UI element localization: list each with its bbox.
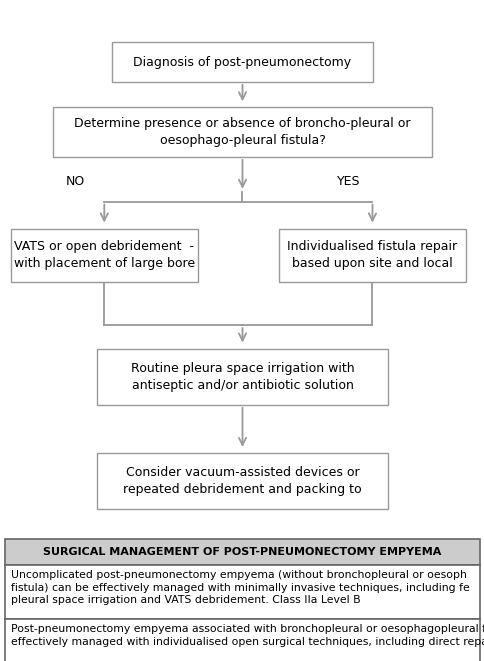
Text: Post-pneumonectomy empyema associated with bronchopleural or oesophagopleural fi: Post-pneumonectomy empyema associated wi… — [11, 624, 484, 646]
Text: YES: YES — [337, 175, 360, 188]
Text: SURGICAL MANAGEMENT OF POST-PNEUMONECTOMY EMPYEMA: SURGICAL MANAGEMENT OF POST-PNEUMONECTOM… — [43, 547, 441, 557]
Bar — [53, 107, 431, 157]
Text: Individualised fistula repair
based upon site and local: Individualised fistula repair based upon… — [287, 240, 456, 270]
Text: Routine pleura space irrigation with
antiseptic and/or antibiotic solution: Routine pleura space irrigation with ant… — [130, 362, 354, 392]
Text: NO: NO — [65, 175, 85, 188]
Bar — [5, 539, 479, 565]
Bar — [278, 229, 465, 282]
Text: Diagnosis of post-pneumonectomy: Diagnosis of post-pneumonectomy — [133, 56, 351, 69]
Bar — [97, 349, 387, 405]
Bar — [97, 453, 387, 509]
Text: Determine presence or absence of broncho-pleural or
oesophago-pleural fistula?: Determine presence or absence of broncho… — [74, 117, 410, 147]
Bar — [11, 229, 197, 282]
Bar — [111, 42, 373, 82]
Bar — [5, 619, 479, 661]
Text: Uncomplicated post-pneumonectomy empyema (without bronchopleural or oesoph
fistu: Uncomplicated post-pneumonectomy empyema… — [11, 570, 469, 605]
Bar — [5, 565, 479, 619]
Text: Consider vacuum-assisted devices or
repeated debridement and packing to: Consider vacuum-assisted devices or repe… — [123, 466, 361, 496]
Text: VATS or open debridement  -
with placement of large bore: VATS or open debridement - with placemen… — [14, 240, 195, 270]
